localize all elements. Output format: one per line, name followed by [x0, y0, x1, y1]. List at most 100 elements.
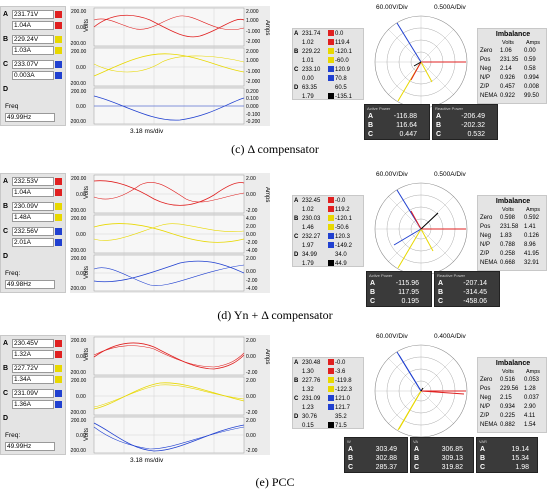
svg-text:2.00: 2.00 — [246, 176, 256, 182]
svg-text:200.00: 200.00 — [71, 256, 87, 262]
svg-text:-2.00: -2.00 — [246, 410, 258, 416]
svg-text:Amps: Amps — [264, 20, 270, 35]
svg-text:0.00: 0.00 — [76, 433, 86, 439]
caption: (c) Δ compensator — [231, 142, 319, 156]
panel-yn-delta-compensator: A 232.53V 1.04A B 230.09V 1.48A C 232.56V 2… — [0, 167, 550, 323]
svg-text:200.00: 200.00 — [71, 378, 87, 384]
volt-scale: 60.00V/Div — [376, 171, 408, 178]
panel-delta-compensator: A 231.71V 1.04A B 229.24V 1.03A C 233.07V 0… — [0, 0, 550, 156]
channel-b-current: 1.48A — [3, 212, 62, 223]
svg-text:-1.000: -1.000 — [246, 29, 260, 35]
svg-text:0.00: 0.00 — [246, 269, 256, 275]
svg-text:4.00: 4.00 — [246, 216, 256, 222]
svg-text:-200.00: -200.00 — [70, 370, 86, 376]
svg-text:-0.100: -0.100 — [246, 112, 260, 118]
svg-text:0.00: 0.00 — [76, 65, 86, 71]
freq-value: 49.99Hz — [5, 442, 55, 451]
channel-c-voltage: C 233.07V — [3, 59, 62, 70]
imbalance-table: Imbalance Volts Amps Zero 1.06 0.00 Pos 231… — [477, 28, 547, 104]
svg-text:200.00: 200.00 — [71, 216, 87, 222]
svg-text:0.00: 0.00 — [246, 394, 256, 400]
svg-text:0.00: 0.00 — [246, 354, 256, 360]
svg-text:0.00: 0.00 — [76, 192, 86, 198]
waveform-plot: 200.00 0.00 -200.00 200.00 0.00 -200.00 200.… — [70, 6, 270, 126]
watts-box: W A 303.49 B 302.88 C 285.37 — [344, 437, 408, 473]
channel-d: D — [3, 86, 9, 93]
svg-text:-2.00: -2.00 — [246, 278, 258, 284]
svg-text:-4.00: -4.00 — [246, 286, 258, 292]
imbalance-table: Imbalance Volts Amps Zero 0.598 0.592 Pos 2… — [477, 195, 547, 271]
svg-text:0.00: 0.00 — [76, 354, 86, 360]
svg-text:200.00: 200.00 — [71, 338, 87, 344]
reactive-power-box: Reactive Power A -207.14 B -314.45 C -458.0… — [434, 271, 500, 307]
svg-text:2.00: 2.00 — [246, 378, 256, 384]
phasor-table: A 232.45 -0.0 1.02 119.2 B 230.03 -120.1 1.46… — [292, 195, 364, 267]
svg-text:0.00: 0.00 — [76, 232, 86, 238]
svg-text:0.00: 0.00 — [246, 232, 256, 238]
freq-value: 49.98Hz — [5, 280, 55, 289]
svg-text:200.00: 200.00 — [71, 176, 87, 182]
channel-a-current: 1.04A — [3, 20, 62, 31]
phasor-table: A 230.48 -0.0 1.30 -3.6 B 227.76 -119.8 1.32-… — [292, 357, 364, 429]
channel-b-voltage: B 230.09V — [3, 201, 62, 212]
channel-list: A 231.71V 1.04A B 229.24V 1.03A C 233.07V 0… — [0, 6, 66, 126]
waveform-svg: 200.00 0.00 -200.00 200.00 0.00 -200.00 200.… — [70, 336, 270, 454]
channel-c-current: 1.36A — [3, 399, 62, 410]
svg-text:Volts: Volts — [84, 348, 90, 361]
volt-scale: 60.00V/Div — [376, 333, 408, 340]
reactive-power-box: Reactive Power A -206.49 B -202.32 C 0.532 — [432, 104, 498, 140]
waveform-plot: 200.00 0.00 -200.00 200.00 0.00 -200.00 200.… — [70, 335, 270, 455]
svg-text:-200.00: -200.00 — [70, 119, 86, 125]
channel-c-voltage: C 232.56V — [3, 226, 62, 237]
amp-scale: 0.400A/Div — [434, 333, 466, 340]
phasor-svg — [374, 182, 468, 276]
svg-text:Volts: Volts — [84, 19, 90, 32]
caption: (d) Yn + Δ compensator — [217, 308, 333, 322]
svg-text:2.00: 2.00 — [246, 224, 256, 230]
channel-c-current: 2.01A — [3, 237, 62, 248]
freq-label: Freq — [5, 103, 19, 110]
svg-text:0.000: 0.000 — [246, 104, 259, 110]
svg-text:200.00: 200.00 — [71, 89, 87, 95]
svg-text:2.00: 2.00 — [246, 256, 256, 262]
svg-text:-0.200: -0.200 — [246, 119, 260, 125]
svg-text:2.000: 2.000 — [246, 9, 259, 15]
phasor-svg — [374, 344, 468, 438]
svg-text:-200.00: -200.00 — [70, 41, 86, 47]
svg-text:-2.000: -2.000 — [246, 79, 260, 85]
timebase: 3.18 ms/div — [130, 457, 164, 464]
phasor-table: A 231.74 0.0 1.02 119.4 B 229.22 -120.1 1.01-… — [292, 28, 364, 100]
amp-scale: 0.500A/Div — [434, 4, 466, 11]
svg-text:0.00: 0.00 — [246, 192, 256, 198]
caption: (e) PCC — [255, 475, 295, 489]
svg-text:200.00: 200.00 — [71, 9, 87, 15]
svg-text:-2.00: -2.00 — [246, 370, 258, 376]
svg-text:0.00: 0.00 — [76, 104, 86, 110]
freq-label: Freq: — [5, 432, 21, 439]
channel-d: D — [3, 253, 9, 260]
amp-scale: 0.500A/Div — [434, 171, 466, 178]
active-power-box: Active Power A -116.88 B 116.64 C 0.447 — [364, 104, 430, 140]
channel-a-current: 1.32A — [3, 349, 62, 360]
channel-a-current: 1.04A — [3, 187, 62, 198]
svg-text:-200.00: -200.00 — [70, 410, 86, 416]
freq-label: Freq: — [5, 270, 21, 277]
svg-text:-200.00: -200.00 — [70, 248, 86, 254]
svg-text:-200.00: -200.00 — [70, 448, 86, 454]
svg-text:-200.00: -200.00 — [70, 208, 86, 214]
active-power-box: Active Power A -115.96 B 117.95 C 0.195 — [366, 271, 432, 307]
waveform-svg: 200.00 0.00 -200.00 200.00 0.00 -200.00 200.… — [70, 7, 270, 125]
channel-b-voltage: B 229.24V — [3, 34, 62, 45]
svg-text:-200.00: -200.00 — [70, 286, 86, 292]
channel-c-current: 0.003A — [3, 70, 62, 81]
svg-text:0.200: 0.200 — [246, 89, 259, 95]
channel-b-voltage: B 227.72V — [3, 363, 62, 374]
svg-text:-2.00: -2.00 — [246, 208, 258, 214]
svg-text:0.00: 0.00 — [76, 394, 86, 400]
svg-text:0.00: 0.00 — [76, 271, 86, 277]
channel-b-current: 1.34A — [3, 374, 62, 385]
phasor-diagram — [366, 173, 476, 277]
freq-value: 49.99Hz — [5, 113, 55, 122]
channel-b-current: 1.03A — [3, 45, 62, 56]
timebase: 3.18 ms/div — [130, 128, 164, 135]
